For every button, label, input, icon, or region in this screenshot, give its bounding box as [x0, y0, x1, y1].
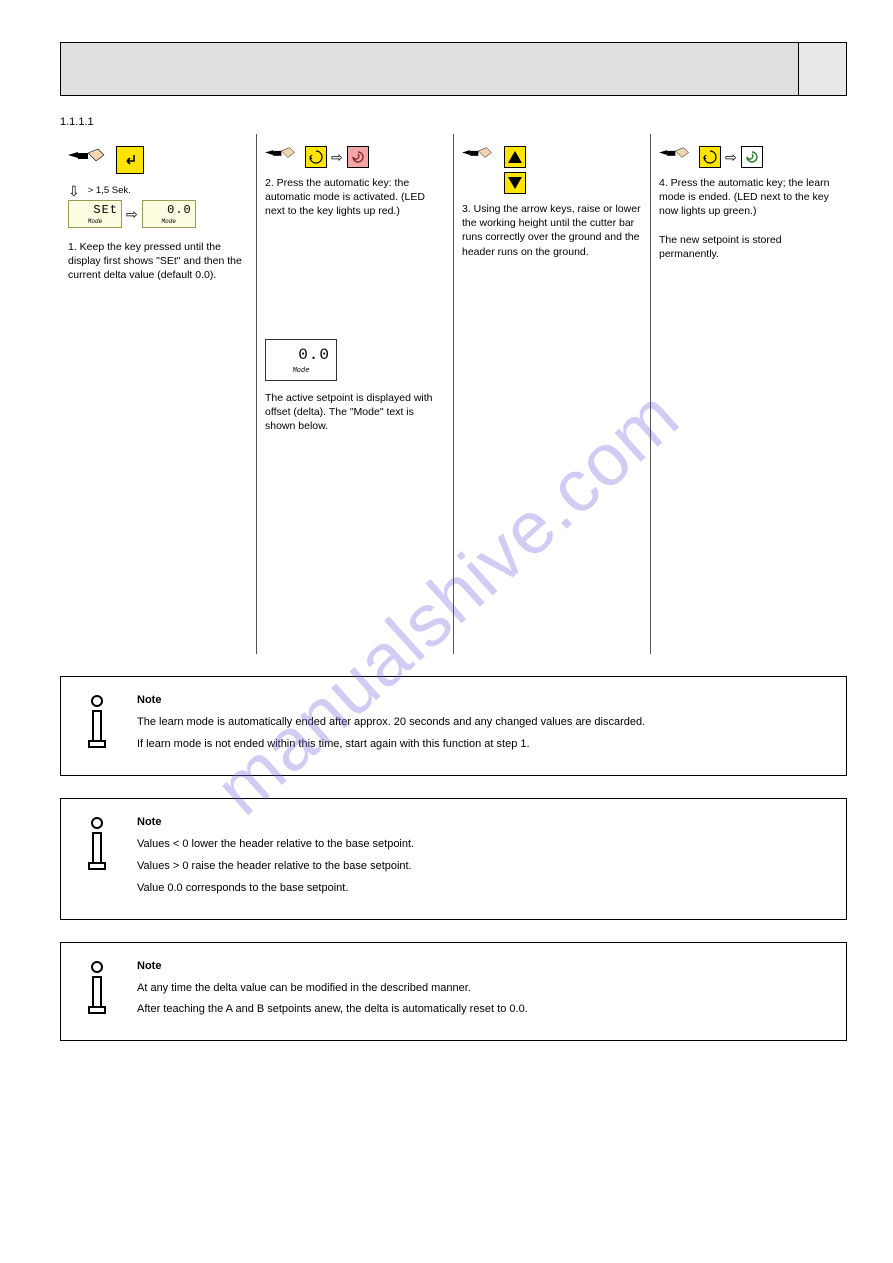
section-number-label: 1.1.1.1 — [60, 116, 847, 128]
info1-title: Note — [137, 693, 832, 709]
lcd-set-display: SEt Mode — [68, 200, 122, 228]
lcd-zero-mode-label: Mode — [162, 218, 176, 226]
info-icon — [75, 959, 119, 1017]
arrow-right-icon: ⇨ — [331, 150, 343, 164]
hand-press-icon — [462, 146, 498, 168]
auto-button-icon — [305, 146, 327, 168]
arrow-button-stack — [504, 146, 526, 194]
lcd-set-mode-label: Mode — [88, 218, 102, 226]
arrow-down-icon: ⇩ — [68, 184, 80, 198]
col1-graphic-row — [68, 146, 248, 174]
info-box-2: Note Values < 0 lower the header relativ… — [60, 798, 847, 920]
info-icon — [75, 815, 119, 873]
lcd-set-value: SEt — [93, 202, 118, 218]
sek-duration-label: > 1,5 Sek. — [88, 185, 131, 198]
triangle-up-icon — [508, 151, 522, 163]
info-icon — [75, 693, 119, 751]
arrow-right-icon: ⇨ — [725, 150, 737, 164]
col2-graphic-row: ⇨ — [265, 146, 445, 168]
column-3: 3. Using the arrow keys, raise or lower … — [453, 134, 650, 654]
col1-lcd-row: SEt Mode ⇨ 0.0 Mode — [68, 200, 248, 228]
instruction-columns: ⇩ > 1,5 Sek. SEt Mode ⇨ 0.0 Mode 1. Keep… — [60, 134, 847, 654]
column-4: ⇨ 4. Press the automatic key; the learn … — [650, 134, 847, 654]
info-box-1: Note The learn mode is automatically end… — [60, 676, 847, 776]
info-box-3: Note At any time the delta value can be … — [60, 942, 847, 1042]
column-1: ⇩ > 1,5 Sek. SEt Mode ⇨ 0.0 Mode 1. Keep… — [60, 134, 256, 654]
page-container: 1.1.1.1 ⇩ > 1,5 Sek. SEt Mode — [0, 42, 893, 1041]
info2-line2: Values > 0 raise the header relative to … — [137, 859, 832, 875]
column-2: ⇨ 2. Press the automatic key: the automa… — [256, 134, 453, 654]
info3-title: Note — [137, 959, 832, 975]
info3-line1: At any time the delta value can be modif… — [137, 981, 832, 997]
col3-graphic-row — [462, 146, 642, 194]
info2-line1: Values < 0 lower the header relative to … — [137, 837, 832, 853]
header-right-cell — [798, 43, 846, 95]
hand-press-icon — [68, 147, 112, 173]
hand-press-icon — [265, 146, 301, 168]
lcd-zero-display: 0.0 Mode — [142, 200, 196, 228]
header-left-cell — [61, 43, 798, 95]
col4-after-text: The new setpoint is stored permanently. — [659, 233, 839, 261]
arrow-right-icon: ⇨ — [126, 207, 138, 221]
auto-button-icon — [699, 146, 721, 168]
col4-graphic-row: ⇨ — [659, 146, 839, 168]
spiral-led-green-icon — [741, 146, 763, 168]
col1-step-text: 1. Keep the key pressed until the displa… — [68, 240, 248, 283]
info-body-2: Note Values < 0 lower the header relativ… — [137, 815, 832, 903]
arrow-up-button-icon — [504, 146, 526, 168]
col2-after-text: The active setpoint is displayed with of… — [265, 391, 445, 434]
info1-line1: The learn mode is automatically ended af… — [137, 715, 832, 731]
col1-arrow-sek-row: ⇩ > 1,5 Sek. — [68, 182, 248, 200]
col4-step-text: 4. Press the automatic key; the learn mo… — [659, 176, 839, 219]
info2-line3: Value 0.0 corresponds to the base setpoi… — [137, 881, 832, 897]
info-body-3: Note At any time the delta value can be … — [137, 959, 832, 1025]
arrow-down-button-icon — [504, 172, 526, 194]
big-lcd-mode-label: Mode — [293, 367, 310, 376]
spiral-led-red-icon — [347, 146, 369, 168]
big-lcd-display: 0.0 Mode — [265, 339, 337, 381]
header-strip — [60, 42, 847, 96]
info3-line2: After teaching the A and B setpoints ane… — [137, 1002, 832, 1018]
big-lcd-value: 0.0 — [298, 345, 330, 367]
info-body-1: Note The learn mode is automatically end… — [137, 693, 832, 759]
info2-title: Note — [137, 815, 832, 831]
hand-press-icon — [659, 146, 695, 168]
enter-button-icon — [116, 146, 144, 174]
info1-line2: If learn mode is not ended within this t… — [137, 737, 832, 753]
col2-step-text: 2. Press the automatic key: the automati… — [265, 176, 445, 219]
col3-step-text: 3. Using the arrow keys, raise or lower … — [462, 202, 642, 259]
lcd-zero-value: 0.0 — [167, 202, 192, 218]
triangle-down-icon — [508, 177, 522, 189]
